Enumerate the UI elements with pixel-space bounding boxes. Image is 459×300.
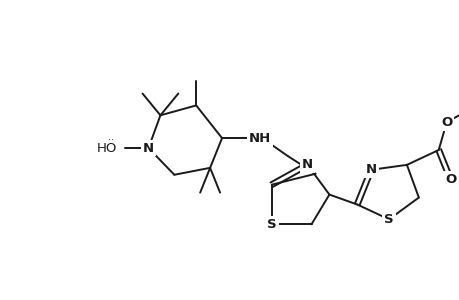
Text: O: O	[440, 116, 451, 129]
Text: N: N	[365, 163, 376, 176]
Text: HO: HO	[96, 142, 117, 154]
Text: O: O	[444, 173, 455, 186]
Text: S: S	[383, 213, 393, 226]
Text: N: N	[301, 158, 313, 171]
Text: N: N	[143, 142, 154, 154]
Text: ··: ··	[107, 135, 113, 145]
Text: S: S	[266, 218, 276, 231]
Text: NH: NH	[248, 132, 270, 145]
